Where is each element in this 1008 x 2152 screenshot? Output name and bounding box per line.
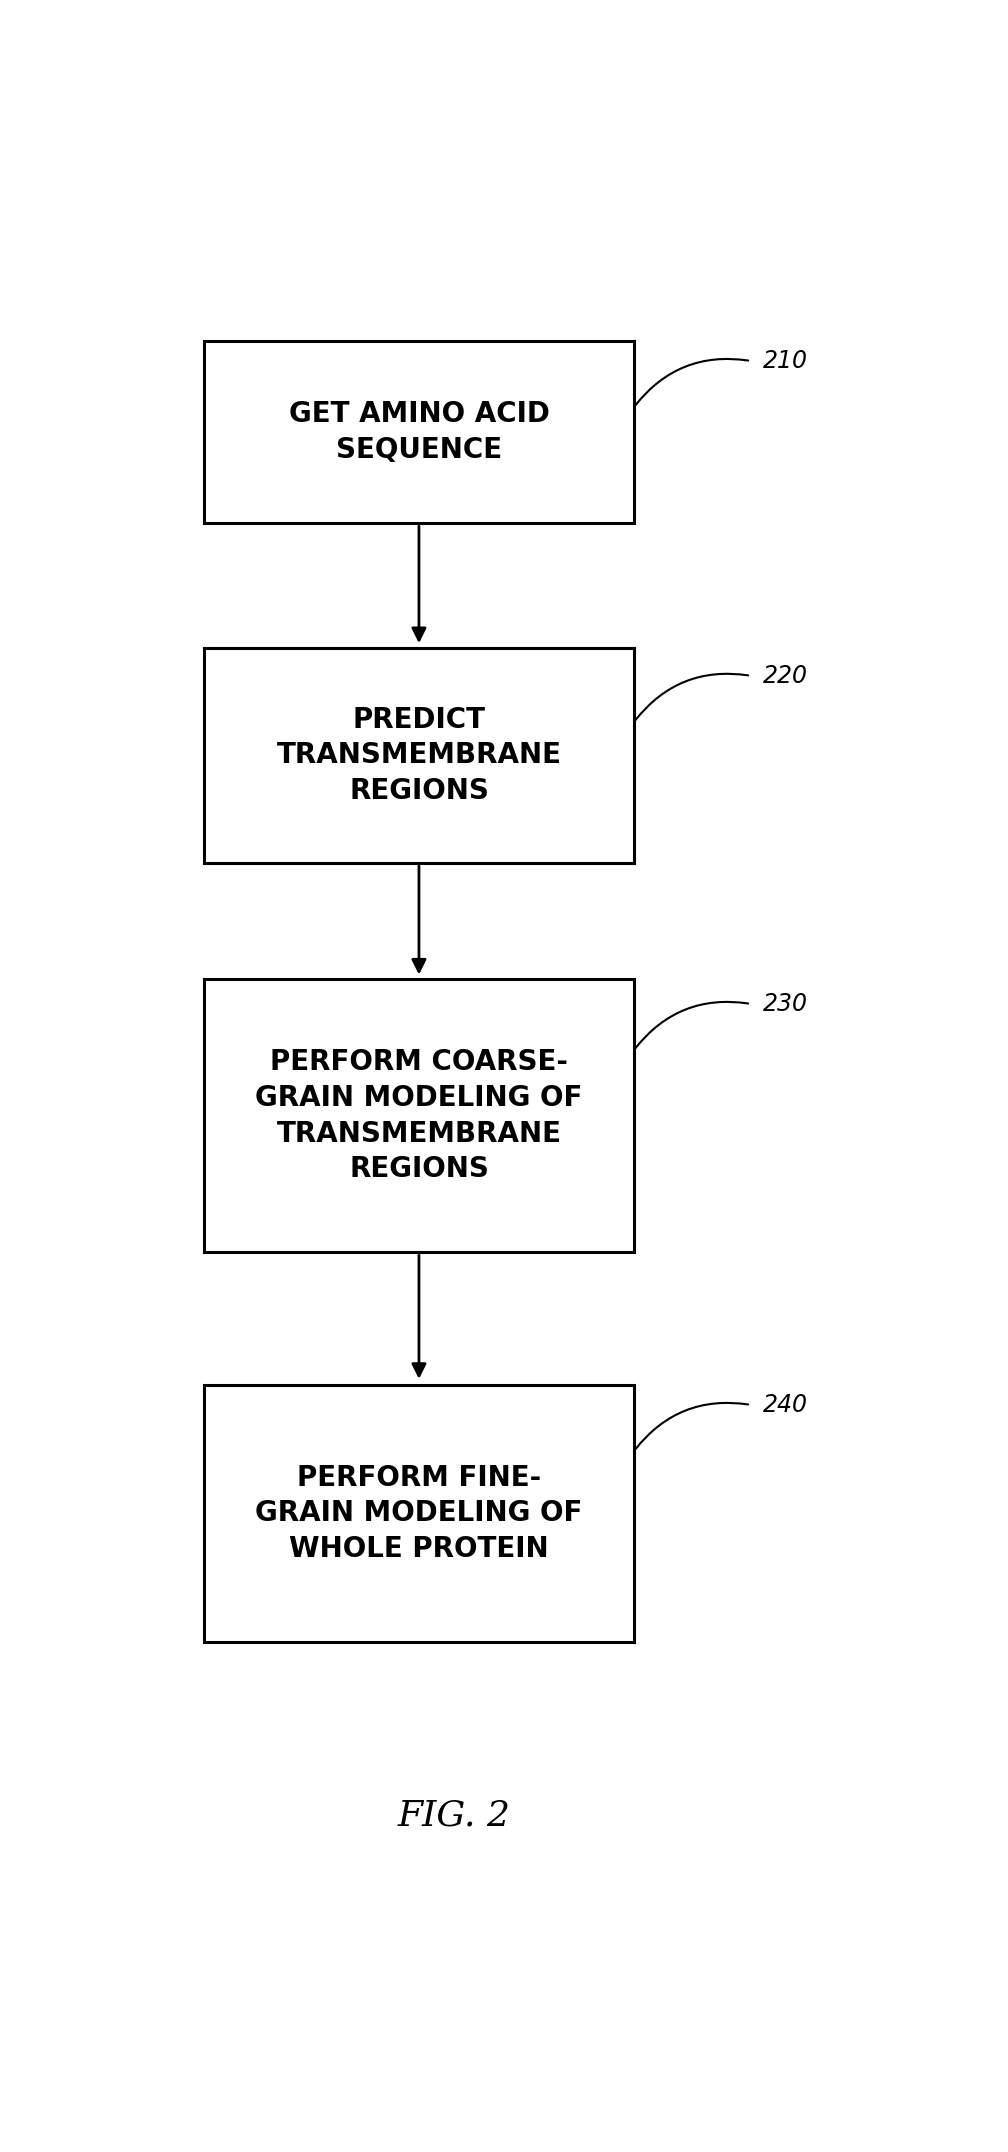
Text: 220: 220: [763, 663, 807, 689]
Text: PERFORM FINE-
GRAIN MODELING OF
WHOLE PROTEIN: PERFORM FINE- GRAIN MODELING OF WHOLE PR…: [255, 1463, 583, 1562]
FancyBboxPatch shape: [204, 1386, 634, 1642]
Text: 230: 230: [763, 992, 807, 1016]
Text: 210: 210: [763, 349, 807, 372]
FancyBboxPatch shape: [204, 342, 634, 523]
Text: PERFORM COARSE-
GRAIN MODELING OF
TRANSMEMBRANE
REGIONS: PERFORM COARSE- GRAIN MODELING OF TRANSM…: [255, 1048, 583, 1184]
Text: FIG. 2: FIG. 2: [397, 1799, 511, 1834]
FancyBboxPatch shape: [204, 648, 634, 863]
Text: GET AMINO ACID
SEQUENCE: GET AMINO ACID SEQUENCE: [288, 400, 549, 465]
FancyBboxPatch shape: [204, 979, 634, 1252]
Text: PREDICT
TRANSMEMBRANE
REGIONS: PREDICT TRANSMEMBRANE REGIONS: [276, 706, 561, 805]
Text: 240: 240: [763, 1392, 807, 1416]
